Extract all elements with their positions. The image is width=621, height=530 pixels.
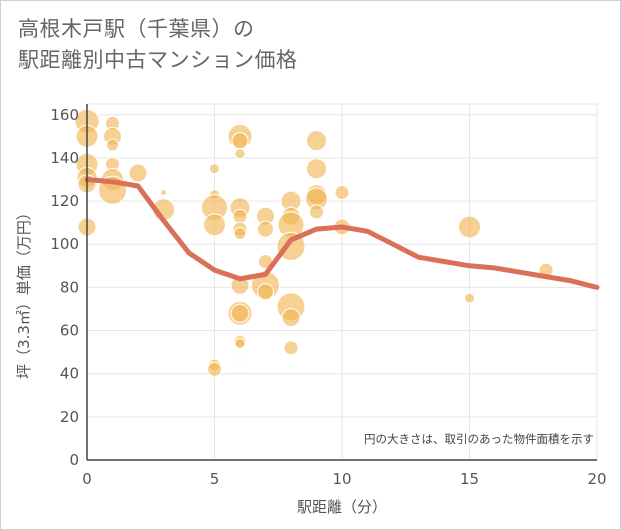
- bubble-point: [458, 215, 481, 239]
- chart-title-line2: 駅距離別中古マンション価格: [18, 48, 298, 72]
- average-price-line: [84, 177, 600, 290]
- bubble-point: [257, 283, 274, 301]
- bubble-point: [234, 148, 246, 160]
- trend-line-layer: [84, 177, 600, 290]
- bubble-point: [207, 361, 222, 377]
- x-tick-label: 20: [587, 470, 606, 488]
- y-tick-label: 0: [69, 451, 79, 469]
- y-axis-label: 坪（3.3㎡）単価（万円）: [15, 205, 33, 379]
- tick-labels: 0 20 40 60 80 100 120 140 160 0 5 10 15 20: [50, 106, 606, 488]
- bubble-size-note: 円の大きさは、取引のあった物件面積を示す: [364, 432, 594, 446]
- bubble-point: [257, 220, 274, 238]
- bubble-point: [238, 363, 242, 367]
- bubble-point: [281, 308, 301, 328]
- x-tick-label: 0: [82, 470, 92, 488]
- bubble-point: [234, 337, 246, 349]
- bubble-point: [306, 130, 327, 152]
- bubble-point: [238, 357, 242, 361]
- y-tick-label: 140: [50, 149, 79, 167]
- bubble-point: [203, 213, 226, 237]
- bubble-point: [238, 370, 242, 374]
- bubble-point: [230, 303, 250, 323]
- x-tick-label: 10: [332, 470, 351, 488]
- bubble-point: [232, 208, 248, 224]
- bubble-point: [231, 132, 249, 150]
- bubble-point: [306, 158, 327, 180]
- chart-title: 高根木戸駅（千葉県）の 駅距離別中古マンション価格: [18, 14, 298, 76]
- bubble-point: [128, 163, 148, 183]
- bubble-point: [160, 188, 167, 196]
- axes: [86, 104, 597, 461]
- gridlines: [86, 103, 598, 461]
- bubble-point: [309, 204, 324, 220]
- x-tick-label: 5: [210, 470, 220, 488]
- y-tick-label: 80: [60, 278, 79, 296]
- chart-title-line1: 高根木戸駅（千葉県）の: [18, 17, 255, 41]
- x-tick-label: 15: [460, 470, 479, 488]
- bubble-point: [233, 226, 247, 240]
- bubble-point: [464, 292, 475, 304]
- y-tick-label: 160: [50, 106, 79, 124]
- y-tick-label: 60: [60, 322, 79, 340]
- y-tick-label: 20: [60, 408, 79, 426]
- bubble-point: [209, 163, 220, 175]
- y-tick-label: 120: [50, 192, 79, 210]
- bubble-point: [106, 138, 119, 152]
- bubble-layer: [74, 108, 554, 377]
- x-axis-label: 駅距離（分）: [297, 498, 387, 516]
- bubble-point: [283, 340, 299, 356]
- bubble-point: [334, 184, 350, 200]
- y-tick-label: 40: [60, 365, 79, 383]
- y-tick-label: 100: [50, 235, 79, 253]
